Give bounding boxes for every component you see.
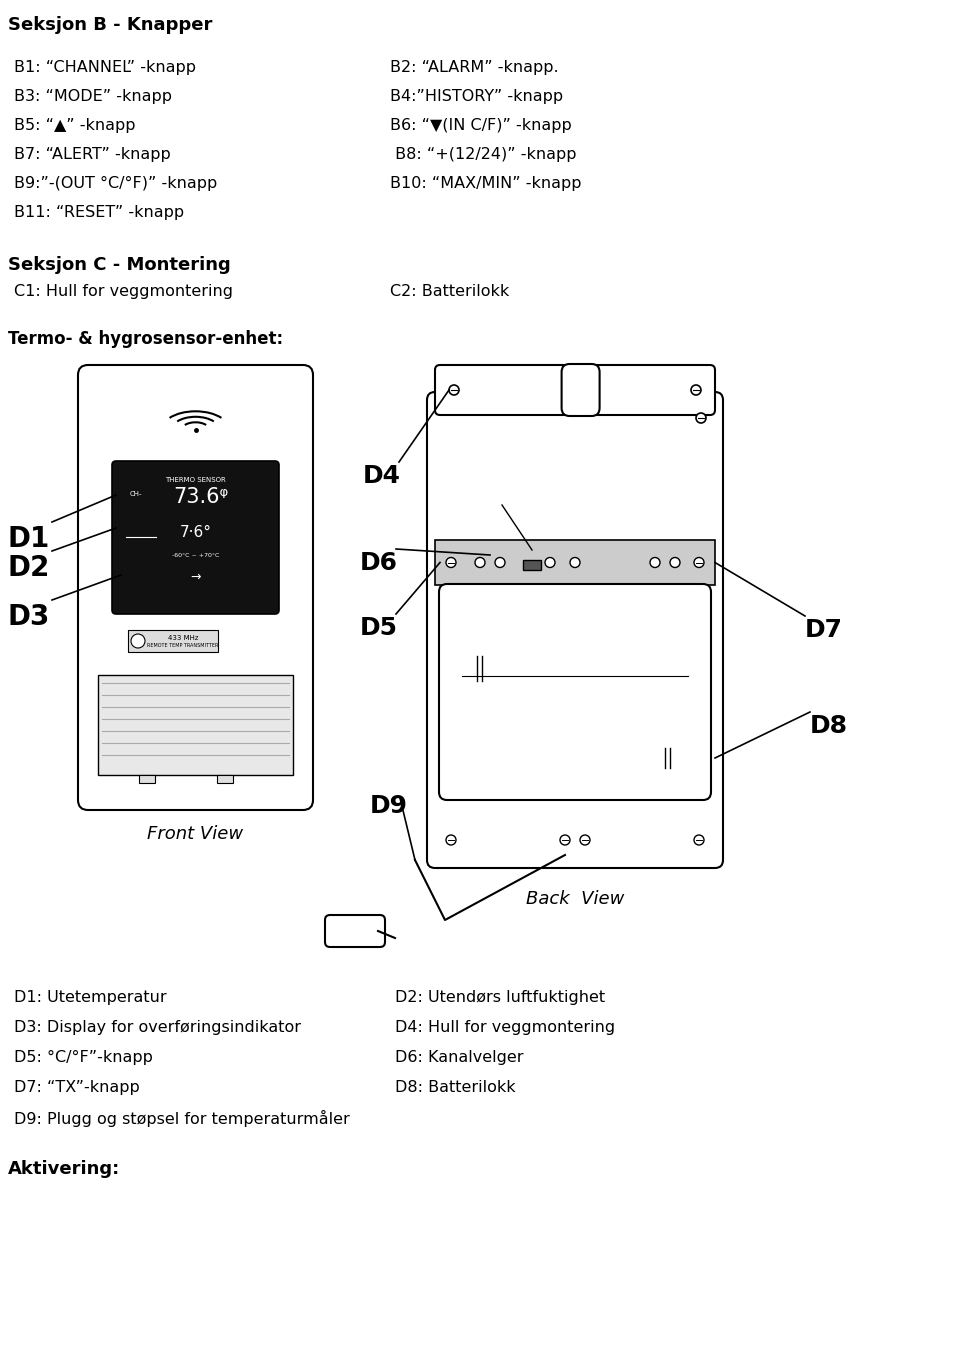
Text: D6: Kanalvelger: D6: Kanalvelger <box>395 1050 523 1065</box>
Text: B7: “ALERT” -knapp: B7: “ALERT” -knapp <box>14 147 171 162</box>
Circle shape <box>694 836 704 845</box>
Text: D8: D8 <box>810 714 848 737</box>
Text: B1: “CHANNEL” -knapp: B1: “CHANNEL” -knapp <box>14 60 196 75</box>
Circle shape <box>449 384 459 395</box>
Text: D9: Plugg og støpsel for temperaturmåler: D9: Plugg og støpsel for temperaturmåler <box>14 1109 349 1127</box>
Circle shape <box>446 557 456 567</box>
Text: Front View: Front View <box>148 825 244 842</box>
Circle shape <box>495 557 505 567</box>
Circle shape <box>580 836 590 845</box>
Bar <box>128 630 218 652</box>
Circle shape <box>694 557 704 567</box>
Text: 433 MHz: 433 MHz <box>168 635 199 641</box>
Text: B3: “MODE” -knapp: B3: “MODE” -knapp <box>14 89 172 104</box>
Text: REMOTE TEMP TRANSMITTER: REMOTE TEMP TRANSMITTER <box>147 643 219 647</box>
Text: D3: D3 <box>8 602 50 631</box>
Text: CH-: CH- <box>130 491 142 497</box>
Text: D3: Display for overføringsindikator: D3: Display for overføringsindikator <box>14 1020 301 1035</box>
Circle shape <box>691 384 701 395</box>
Text: Seksjon C - Montering: Seksjon C - Montering <box>8 256 230 274</box>
FancyBboxPatch shape <box>562 364 600 416</box>
Text: D2: Utendørs luftfuktighet: D2: Utendørs luftfuktighet <box>395 990 605 1005</box>
Circle shape <box>446 836 456 845</box>
Text: B8: “+(12/24)” -knapp: B8: “+(12/24)” -knapp <box>390 147 577 162</box>
FancyBboxPatch shape <box>439 583 711 800</box>
Circle shape <box>131 634 145 647</box>
FancyBboxPatch shape <box>427 393 723 868</box>
Bar <box>435 540 715 585</box>
Text: B5: “▲” -knapp: B5: “▲” -knapp <box>14 119 135 134</box>
Text: D8: Batterilokk: D8: Batterilokk <box>395 1079 516 1094</box>
Text: Aktivering:: Aktivering: <box>8 1160 120 1178</box>
Text: 73.6ᵠ: 73.6ᵠ <box>173 487 228 507</box>
Text: D5: D5 <box>360 616 398 641</box>
Text: 7·6°: 7·6° <box>180 525 211 540</box>
Text: THERMO SENSOR: THERMO SENSOR <box>165 477 226 483</box>
Circle shape <box>696 413 706 423</box>
Circle shape <box>570 557 580 567</box>
Text: D1: Utetemperatur: D1: Utetemperatur <box>14 990 167 1005</box>
Text: -60°C ~ +70°C: -60°C ~ +70°C <box>172 553 219 557</box>
Bar <box>217 776 232 782</box>
Bar <box>98 675 293 776</box>
Bar <box>523 560 541 570</box>
Text: Seksjon B - Knapper: Seksjon B - Knapper <box>8 16 212 34</box>
Text: D7: D7 <box>805 617 843 642</box>
Text: B6: “▼(IN C/F)” -knapp: B6: “▼(IN C/F)” -knapp <box>390 119 572 134</box>
Text: D4: D4 <box>363 463 401 488</box>
Circle shape <box>545 557 555 567</box>
FancyBboxPatch shape <box>78 365 313 810</box>
Text: B11: “RESET” -knapp: B11: “RESET” -knapp <box>14 204 184 219</box>
Circle shape <box>560 836 570 845</box>
Text: D9: D9 <box>370 795 408 818</box>
Text: Back  View: Back View <box>526 890 624 908</box>
Text: D1: D1 <box>8 525 50 553</box>
Text: D6: D6 <box>360 551 398 575</box>
Circle shape <box>650 557 660 567</box>
Bar <box>139 776 155 782</box>
Text: B4:”HISTORY” -knapp: B4:”HISTORY” -knapp <box>390 89 564 104</box>
FancyBboxPatch shape <box>325 915 385 947</box>
Text: D5: °C/°F”-knapp: D5: °C/°F”-knapp <box>14 1050 153 1065</box>
Text: D4: Hull for veggmontering: D4: Hull for veggmontering <box>395 1020 615 1035</box>
Circle shape <box>475 557 485 567</box>
Text: B10: “MAX/MIN” -knapp: B10: “MAX/MIN” -knapp <box>390 176 582 191</box>
FancyBboxPatch shape <box>112 461 279 613</box>
Text: B2: “ALARM” -knapp.: B2: “ALARM” -knapp. <box>390 60 559 75</box>
Text: →: → <box>190 571 201 583</box>
Text: C1: Hull for veggmontering: C1: Hull for veggmontering <box>14 284 233 298</box>
Text: Termo- & hygrosensor-enhet:: Termo- & hygrosensor-enhet: <box>8 330 283 348</box>
Text: D7: “TX”-knapp: D7: “TX”-knapp <box>14 1079 140 1094</box>
Text: D2: D2 <box>8 553 50 582</box>
Text: C2: Batterilokk: C2: Batterilokk <box>390 284 509 298</box>
FancyBboxPatch shape <box>435 365 715 414</box>
Text: B9:”-(OUT °C/°F)” -knapp: B9:”-(OUT °C/°F)” -knapp <box>14 176 217 191</box>
Circle shape <box>670 557 680 567</box>
